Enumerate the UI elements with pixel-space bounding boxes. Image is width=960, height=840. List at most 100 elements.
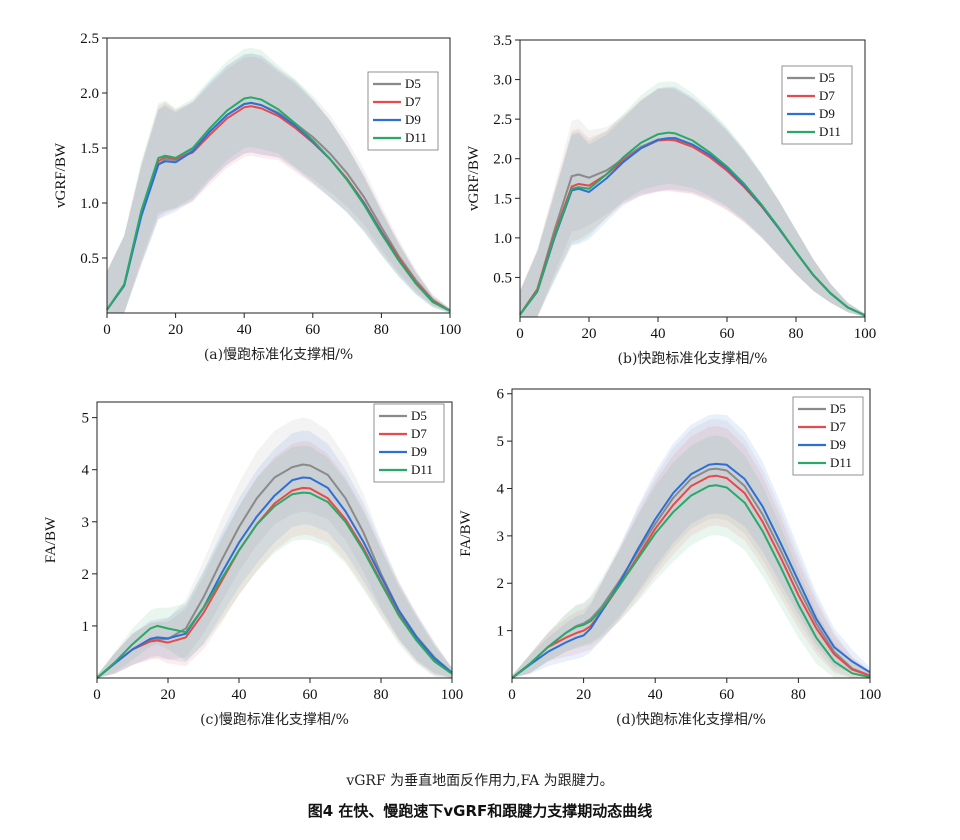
plot-frame (96, 401, 453, 679)
x-tick-label: 100 (859, 687, 882, 703)
y-tick-label: 6 (497, 387, 505, 403)
x-tick-label: 0 (508, 687, 516, 703)
series-line-d11 (519, 131, 866, 317)
x-tick-label: 20 (161, 687, 176, 703)
x-tick-label: 20 (582, 326, 597, 342)
x-tick-label: 100 (854, 326, 877, 342)
x-tick-label: 20 (168, 322, 183, 338)
legend-label-d7: D7 (819, 88, 835, 103)
legend-label-d11: D11 (411, 462, 433, 477)
legend: D5 D7 D9 D11 (367, 71, 439, 151)
sd-band-d7 (97, 441, 452, 678)
sd-band-d7 (512, 426, 870, 678)
y-tick-label: 1 (82, 619, 90, 635)
sd-band-d9 (107, 53, 450, 314)
x-tick-label: 80 (789, 326, 804, 342)
y-tick-label: 2.5 (80, 31, 99, 47)
legend-label-d7: D7 (411, 426, 427, 441)
y-tick-label: 3.5 (493, 33, 512, 49)
x-tick-label: 0 (103, 322, 111, 338)
y-tick-label: 1.0 (493, 231, 512, 247)
y-tick-label: 5 (497, 434, 505, 450)
panel-b-vgrf-fast: 0 20 40 60 80 100 0.5 1.0 1.5 2.0 2.5 3.0 3.5 vGRF/BW… (466, 33, 876, 367)
y-tick-label: 0.5 (80, 251, 99, 267)
x-tick-label: 100 (439, 322, 462, 338)
y-tick-label: 1.5 (80, 141, 99, 157)
sd-band-d5 (107, 53, 450, 314)
y-tick-label: 2 (82, 567, 90, 583)
plot-frame (106, 37, 451, 314)
legend-label-d9: D9 (405, 112, 421, 127)
legend-label-d9: D9 (830, 437, 846, 452)
x-tick-label: 40 (232, 687, 247, 703)
y-tick-label: 2.5 (493, 112, 512, 128)
y-tick-label: 0.5 (493, 270, 512, 286)
x-tick-label: 40 (651, 326, 666, 342)
panel-d-fa-fast: 0 20 40 60 80 100 1 2 3 4 5 6 FA/BW (d)快跑标准化支撑相/% D5 D7… (458, 387, 881, 728)
legend-label-d5: D5 (819, 70, 835, 85)
legend: D5 D7 D9 D11 (373, 403, 445, 483)
x-tick-label: 60 (719, 687, 734, 703)
x-tick-label: 80 (374, 322, 389, 338)
x-tick-label: 60 (305, 322, 320, 338)
y-axis-label: FA/BW (43, 516, 59, 563)
legend-label-d11: D11 (830, 455, 852, 470)
legend-label-d9: D9 (819, 106, 835, 121)
legend-label-d5: D5 (411, 408, 427, 423)
sd-band-d9 (97, 430, 452, 678)
plot-frame (511, 388, 871, 679)
sd-band-d7 (107, 56, 450, 313)
y-tick-label: 2.0 (493, 152, 512, 168)
y-tick-label: 5 (82, 411, 90, 427)
x-tick-label: 100 (441, 687, 464, 703)
y-axis-label: vGRF/BW (53, 142, 69, 208)
x-tick-label: 80 (791, 687, 806, 703)
y-tick-label: 3 (82, 515, 90, 531)
x-tick-label: 80 (374, 687, 389, 703)
legend: D5 D7 D9 D11 (781, 65, 853, 145)
series-line-d7 (511, 474, 871, 679)
figure-note: vGRF 为垂直地面反作用力,FA 为跟腱力。 (346, 773, 614, 789)
y-axis-label: FA/BW (458, 509, 474, 556)
y-tick-label: 4 (82, 463, 90, 479)
figure-title: 图4 在快、慢跑速下vGRF和跟腱力支撑期动态曲线 (307, 802, 653, 820)
panel-caption: (c)慢跑标准化支撑相/% (200, 711, 349, 728)
y-tick-label: 2.0 (80, 86, 99, 102)
panel-caption: (b)快跑标准化支撑相/% (618, 351, 768, 367)
legend-label-d7: D7 (830, 419, 846, 434)
x-tick-label: 40 (648, 687, 663, 703)
legend: D5 D7 D9 D11 (792, 396, 864, 476)
legend-label-d9: D9 (411, 444, 427, 459)
series-line-d11 (511, 484, 871, 679)
y-axis-label: vGRF/BW (466, 145, 482, 211)
series-line-d11 (106, 96, 451, 312)
legend-label-d5: D5 (405, 76, 421, 91)
y-tick-label: 1 (497, 624, 505, 640)
sd-band-d11 (97, 445, 452, 678)
panel-c-fa-slow: 0 20 40 60 80 10012345FA/BW(c)慢跑标准化支撑相/%D5D7D… (43, 401, 464, 728)
series-line-d11 (96, 491, 453, 679)
panel-caption: (a)慢跑标准化支撑相/% (204, 346, 353, 363)
legend-label-d11: D11 (819, 124, 841, 139)
x-tick-label: 40 (237, 322, 252, 338)
x-tick-label: 60 (303, 687, 318, 703)
series-line-d9 (511, 462, 871, 679)
y-tick-label: 1.5 (493, 191, 512, 207)
sd-band-d9 (520, 86, 865, 317)
panel-a-vgrf-slow: 0 20 40 60 80 100 0.5 1.0 1.5 2.0 2.5 vGRF/BW (a)慢跑标… (53, 31, 461, 363)
y-tick-label: 1.0 (80, 196, 99, 212)
y-tick-label: 3.0 (493, 73, 512, 89)
y-tick-label: 2 (497, 576, 505, 592)
y-tick-label: 4 (497, 481, 505, 497)
x-tick-label: 0 (93, 687, 101, 703)
legend-label-d11: D11 (405, 130, 427, 145)
sd-band-d5 (97, 417, 452, 678)
panel-caption: (d)快跑标准化支撑相/% (616, 712, 766, 728)
legend-label-d7: D7 (405, 94, 421, 109)
legend-label-d5: D5 (830, 401, 846, 416)
x-tick-label: 0 (516, 326, 524, 342)
x-tick-label: 20 (576, 687, 591, 703)
sd-band-d11 (520, 81, 865, 317)
sd-band-d11 (512, 435, 870, 678)
